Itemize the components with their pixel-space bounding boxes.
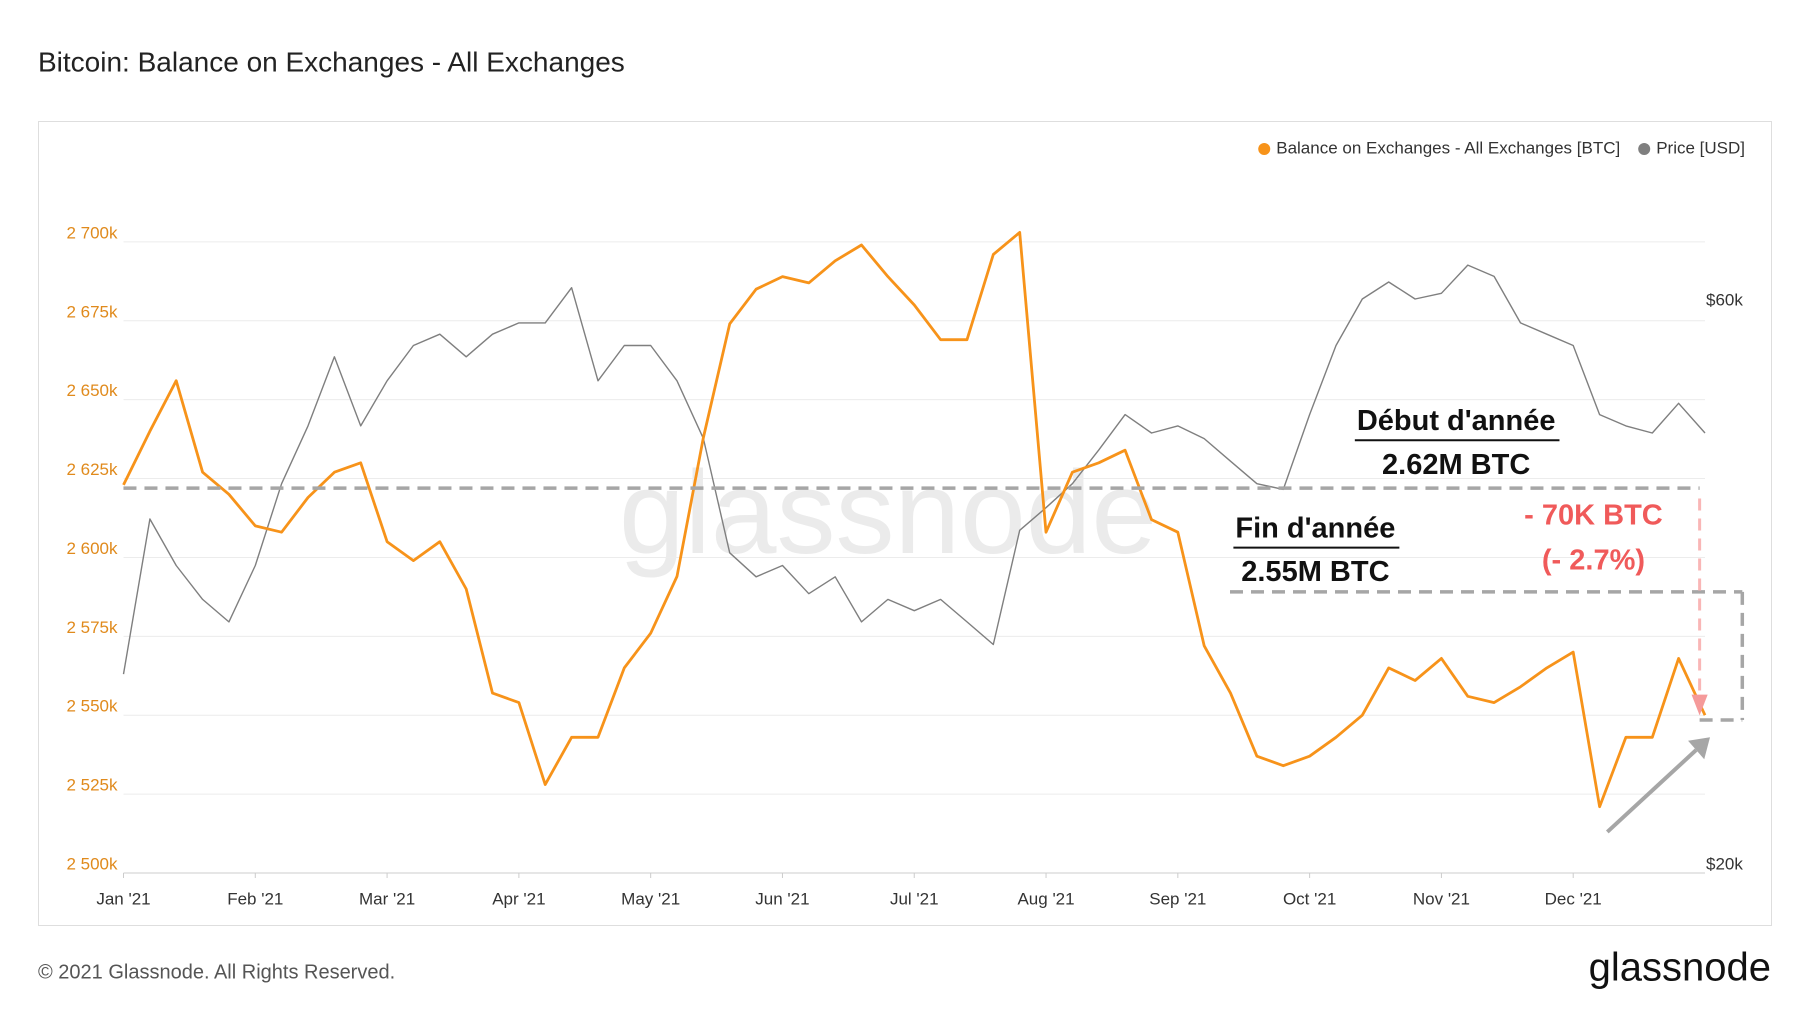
- y-tick-label: 2 500k: [66, 854, 118, 873]
- annotation-arrowhead: [1688, 737, 1710, 760]
- chart-title: Bitcoin: Balance on Exchanges - All Exch…: [38, 46, 625, 77]
- y-tick-label: 2 700k: [66, 223, 118, 242]
- annotation: Début d'année: [1357, 405, 1556, 437]
- series-line: [122, 264, 1706, 675]
- x-tick-label: Jan '21: [96, 889, 150, 908]
- x-tick-label: Apr '21: [492, 889, 545, 908]
- x-tick-label: Jun '21: [755, 889, 809, 908]
- y-tick-label: 2 650k: [66, 381, 118, 400]
- x-tick-label: May '21: [621, 889, 680, 908]
- y2-tick-label: $60k: [1706, 290, 1743, 309]
- x-tick-label: Oct '21: [1283, 889, 1336, 908]
- annotation: 2.55M BTC: [1241, 556, 1389, 588]
- y-tick-label: 2 575k: [66, 618, 118, 637]
- y-tick-label: 2 625k: [66, 460, 118, 479]
- annotation-arrowhead: [1691, 694, 1708, 716]
- x-tick-label: Mar '21: [359, 889, 415, 908]
- y2-tick-label: $20k: [1706, 854, 1743, 873]
- logo: glassnode: [1589, 946, 1771, 990]
- watermark: glassnode: [619, 447, 1157, 579]
- y-tick-label: 2 600k: [66, 539, 118, 558]
- annotation: (- 2.7%): [1542, 545, 1645, 577]
- footer: © 2021 Glassnode. All Rights Reserved.: [38, 961, 395, 983]
- y-tick-label: 2 550k: [66, 697, 118, 716]
- x-tick-label: Aug '21: [1017, 889, 1074, 908]
- annotation: 2.62M BTC: [1382, 449, 1530, 481]
- legend-label: Balance on Exchanges - All Exchanges [BT…: [1276, 138, 1620, 157]
- legend-label: Price [USD]: [1656, 138, 1745, 157]
- legend-marker: [1258, 143, 1271, 155]
- x-tick-label: Jul '21: [890, 889, 939, 908]
- legend-marker: [1638, 143, 1651, 155]
- chart-frame: [38, 121, 1772, 926]
- x-tick-label: Dec '21: [1545, 889, 1602, 908]
- y-tick-label: 2 525k: [66, 776, 118, 795]
- x-tick-label: Feb '21: [227, 889, 283, 908]
- annotation-line: [1605, 748, 1698, 834]
- annotation: Fin d'année: [1235, 512, 1395, 544]
- x-tick-label: Sep '21: [1149, 889, 1206, 908]
- series-line: [122, 231, 1707, 809]
- y-tick-label: 2 675k: [66, 302, 118, 321]
- annotation: - 70K BTC: [1524, 500, 1663, 532]
- x-tick-label: Nov '21: [1413, 889, 1470, 908]
